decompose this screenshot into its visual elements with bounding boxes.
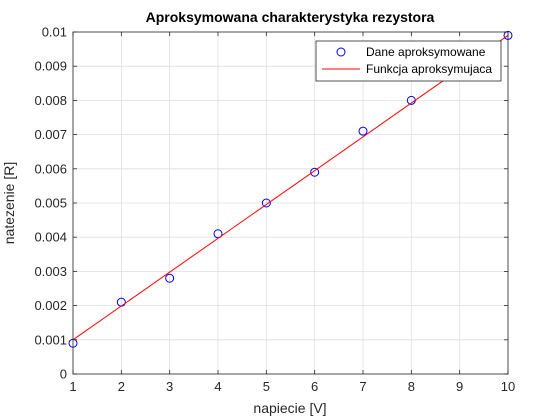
legend: Dane aproksymowane Funkcja aproksymujaca bbox=[315, 40, 502, 82]
x-tick-label: 8 bbox=[408, 379, 415, 394]
y-tick-label: 0.002 bbox=[34, 298, 67, 313]
y-tick-label: 0.003 bbox=[34, 264, 67, 279]
x-tick-label: 5 bbox=[263, 379, 270, 394]
x-tick-label: 7 bbox=[359, 379, 366, 394]
x-tick-label: 4 bbox=[214, 379, 221, 394]
y-tick-label: 0.007 bbox=[34, 127, 67, 142]
x-tick-label: 10 bbox=[501, 379, 515, 394]
chart-title: Aproksymowana charakterystyka rezystora bbox=[146, 9, 435, 25]
y-tick-label: 0.009 bbox=[34, 59, 67, 74]
legend-box bbox=[315, 40, 502, 82]
y-tick-label: 0.001 bbox=[34, 332, 67, 347]
legend-marker-circle bbox=[336, 47, 346, 57]
legend-entry-line: Funkcja aproksymujaca bbox=[366, 62, 492, 76]
data-point bbox=[358, 126, 368, 136]
y-tick-label: 0.006 bbox=[34, 161, 67, 176]
data-point bbox=[310, 167, 320, 177]
x-tick-label: 9 bbox=[456, 379, 463, 394]
x-tick-label: 1 bbox=[69, 379, 76, 394]
y-tick-label: 0.005 bbox=[34, 196, 67, 211]
ticks: 1 2 3 4 5 6 7 8 9 10 0 0.001 0.002 0.003 0.004 0.005 0.0… bbox=[34, 25, 515, 395]
x-axis-label: napiecie [V] bbox=[253, 400, 326, 416]
data-point bbox=[261, 198, 271, 208]
legend-entry-markers: Dane aproksymowane bbox=[366, 45, 486, 59]
x-tick-label: 6 bbox=[311, 379, 318, 394]
data-point bbox=[165, 273, 175, 283]
y-axis-label: natezenie [R] bbox=[1, 162, 17, 245]
y-tick-label: 0.01 bbox=[42, 25, 67, 40]
grid bbox=[72, 31, 509, 375]
fit-line bbox=[72, 35, 509, 341]
x-tick-label: 2 bbox=[118, 379, 125, 394]
x-tick-label: 3 bbox=[166, 379, 173, 394]
y-tick-label: 0.004 bbox=[34, 230, 67, 245]
y-tick-label: 0.008 bbox=[34, 93, 67, 108]
y-tick-label: 0 bbox=[60, 367, 67, 382]
